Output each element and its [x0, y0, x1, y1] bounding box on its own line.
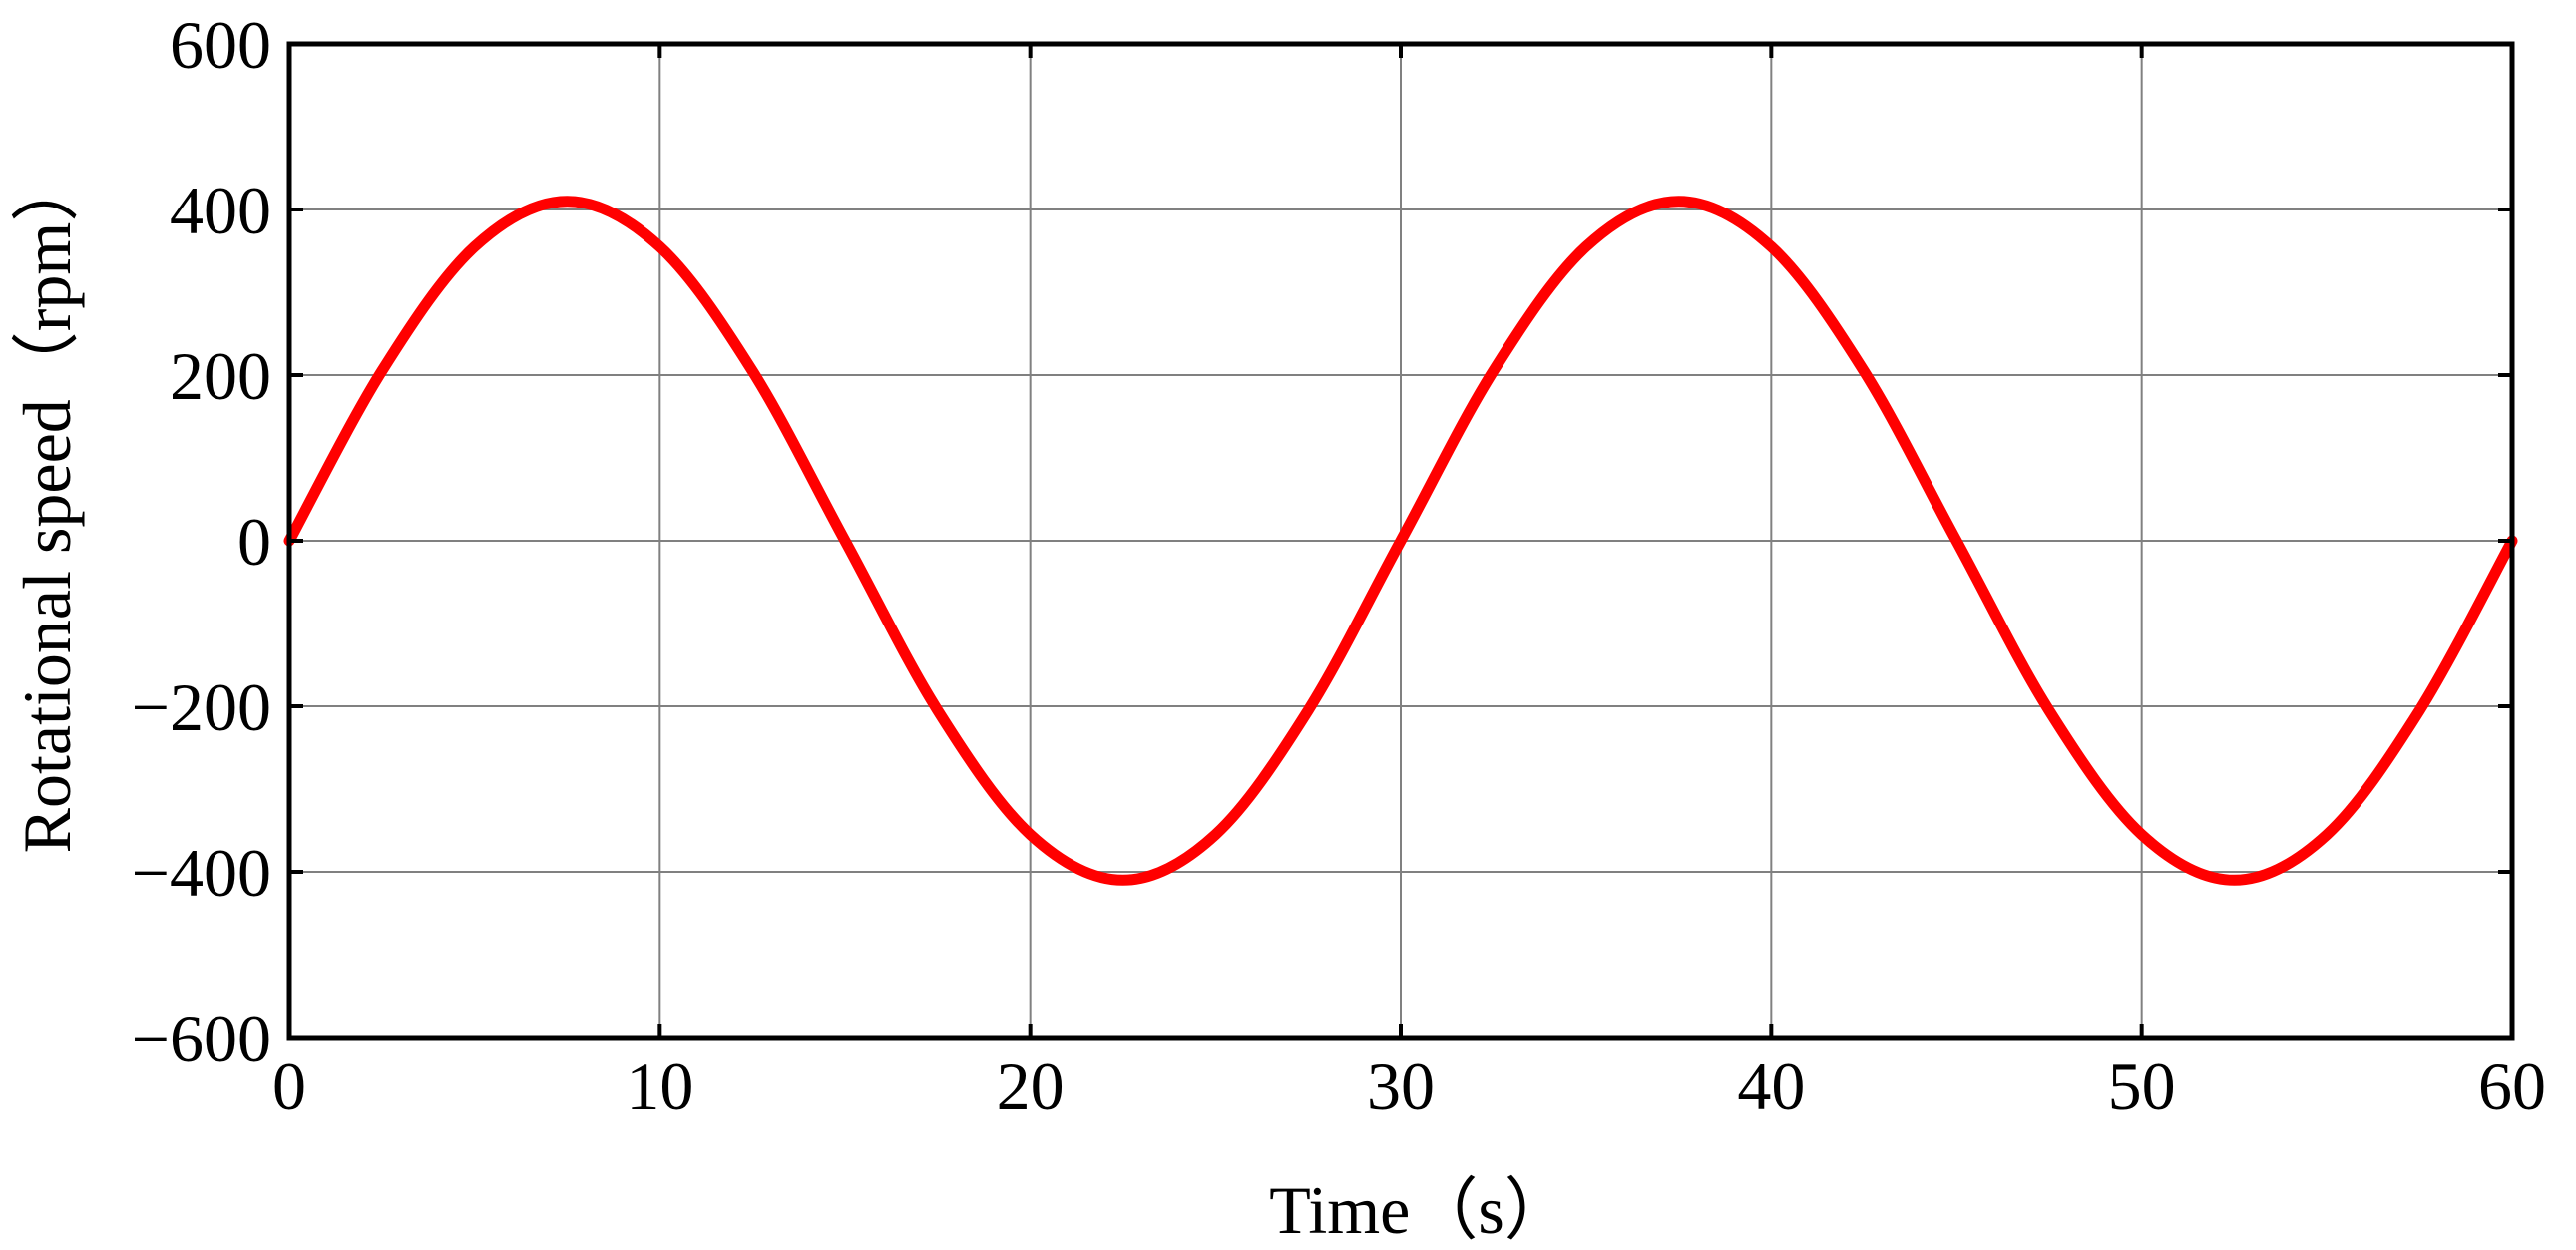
- series-line: [283, 196, 2518, 886]
- x-tick-label: 50: [2108, 1048, 2176, 1124]
- x-tick-label: 0: [272, 1048, 306, 1124]
- y-tick-label: −600: [132, 1001, 271, 1076]
- y-tick-label: 0: [237, 504, 271, 580]
- y-axis-label: Rotational speed（rpm）: [9, 155, 85, 854]
- series-layer: [283, 196, 2518, 886]
- x-tick-label: 20: [997, 1048, 1065, 1124]
- grid-lines: [289, 44, 2512, 1038]
- y-tick-label: −400: [132, 835, 271, 911]
- tick-labels: 0 10 20 30 40 50 60 600 400 200 0 −200 −400 −600: [132, 7, 2546, 1124]
- x-tick-label: 60: [2478, 1048, 2546, 1124]
- y-tick-label: 200: [170, 338, 271, 414]
- y-tick-label: 600: [170, 7, 271, 83]
- x-tick-label: 10: [626, 1048, 693, 1124]
- y-tick-label: 400: [170, 173, 271, 248]
- x-axis-label: Time（s）: [1269, 1172, 1572, 1248]
- y-tick-label: −200: [132, 669, 271, 745]
- x-tick-label: 40: [1737, 1048, 1805, 1124]
- x-tick-label: 30: [1367, 1048, 1435, 1124]
- axis-ticks: [289, 44, 2512, 1038]
